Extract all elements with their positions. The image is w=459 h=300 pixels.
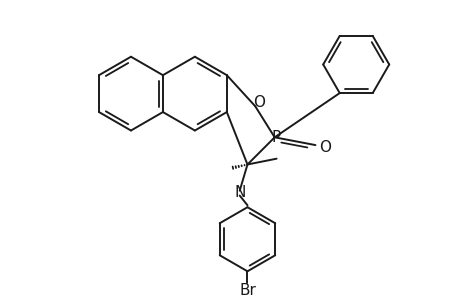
Text: O: O (252, 95, 264, 110)
Text: Br: Br (239, 283, 255, 298)
Text: P: P (271, 130, 280, 145)
Text: O: O (319, 140, 330, 154)
Text: N: N (234, 185, 245, 200)
